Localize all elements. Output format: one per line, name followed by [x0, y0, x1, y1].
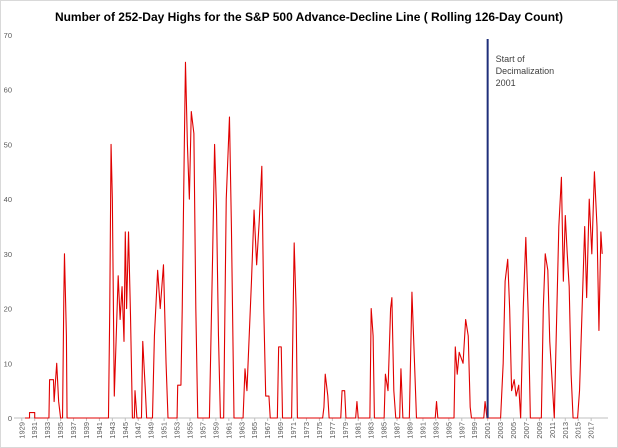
x-tick-label: 2009: [535, 422, 544, 439]
x-tick-label: 1955: [186, 422, 195, 439]
x-tick-label: 1951: [160, 422, 169, 439]
x-tick-label: 2011: [548, 422, 557, 438]
x-tick-label: 1971: [289, 422, 298, 439]
x-tick-label: 2001: [483, 422, 492, 439]
x-tick-label: 1977: [328, 422, 337, 439]
x-tick-label: 1947: [134, 422, 143, 439]
x-tick-label: 1995: [444, 422, 453, 439]
y-tick-label: 30: [4, 250, 12, 259]
x-tick-label: 1979: [341, 422, 350, 439]
x-tick-label: 1935: [56, 422, 65, 439]
x-tick-label: 1981: [354, 422, 363, 439]
x-tick-label: 1961: [224, 422, 233, 439]
x-tick-label: 1941: [95, 422, 104, 439]
x-tick-label: 1939: [82, 422, 91, 439]
x-tick-label: 1973: [302, 422, 311, 439]
y-tick-label: 0: [8, 414, 12, 423]
annotation: 2001: [496, 78, 516, 88]
x-tick-label: 1993: [431, 422, 440, 439]
x-tick-label: 1953: [173, 422, 182, 439]
x-tick-label: 2017: [587, 422, 596, 439]
x-tick-label: 2015: [574, 422, 583, 439]
chart-title: Number of 252-Day Highs for the S&P 500 …: [55, 10, 563, 24]
x-tick-label: 1967: [263, 422, 272, 439]
y-tick-label: 10: [4, 359, 12, 368]
x-tick-label: 1963: [237, 422, 246, 439]
x-tick-label: 1983: [367, 422, 376, 439]
x-tick-label: 2005: [509, 422, 518, 439]
x-tick-label: 1937: [69, 422, 78, 439]
x-tick-label: 1949: [147, 422, 156, 439]
x-tick-label: 1943: [108, 422, 117, 439]
y-tick-label: 40: [4, 195, 12, 204]
x-tick-label: 2003: [496, 422, 505, 439]
y-tick-label: 60: [4, 86, 12, 95]
annotation: Decimalization: [496, 66, 555, 76]
x-tick-label: 1991: [418, 422, 427, 439]
x-tick-label: 1945: [121, 422, 130, 439]
x-tick-label: 1933: [43, 422, 52, 439]
annotation: Start of: [496, 54, 526, 64]
y-tick-label: 20: [4, 305, 12, 314]
x-tick-label: 1999: [470, 422, 479, 439]
x-tick-label: 1989: [406, 422, 415, 439]
x-tick-label: 1965: [250, 422, 259, 439]
x-tick-label: 1985: [380, 422, 389, 439]
x-tick-label: 2013: [561, 422, 570, 439]
x-tick-label: 1975: [315, 422, 324, 439]
x-tick-label: 1987: [393, 422, 402, 439]
x-tick-label: 1957: [198, 422, 207, 439]
x-tick-label: 1969: [276, 422, 285, 439]
y-tick-label: 70: [4, 31, 12, 40]
x-tick-label: 1997: [457, 422, 466, 439]
x-tick-label: 1929: [17, 422, 26, 439]
y-tick-label: 50: [4, 140, 12, 149]
data-line: [25, 61, 603, 419]
x-tick-label: 2007: [522, 422, 531, 439]
x-tick-label: 1931: [30, 422, 39, 439]
x-tick-label: 1959: [211, 422, 220, 439]
